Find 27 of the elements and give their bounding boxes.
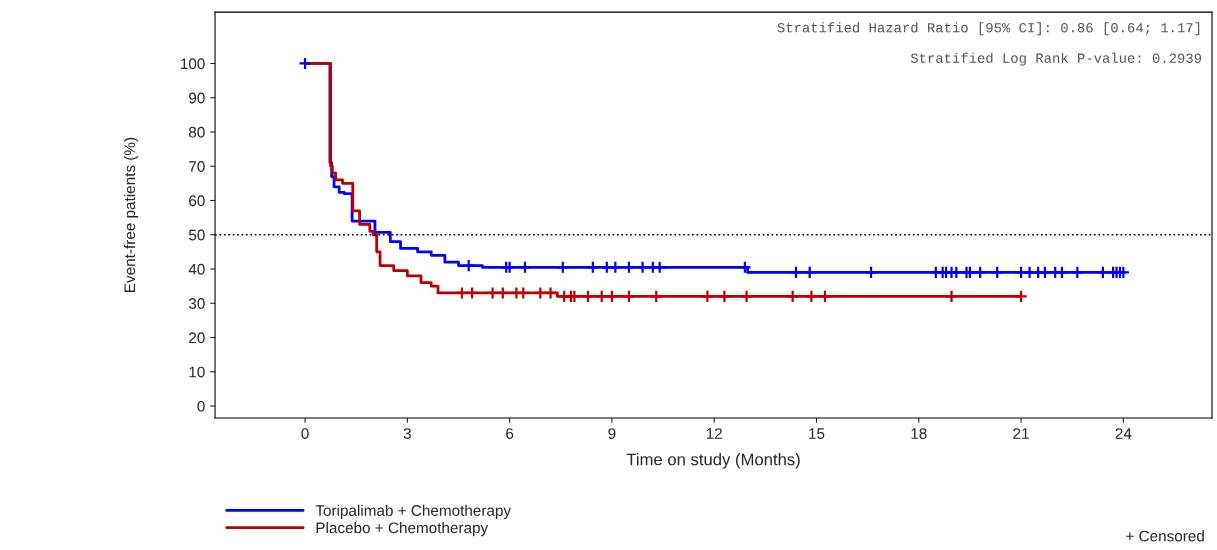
y-tick-label: 70 (189, 161, 205, 172)
x-tick-label: 12 (706, 428, 722, 439)
y-axis-title: Event-free patients (%) (123, 137, 139, 292)
y-tick-label: 50 (188, 229, 205, 241)
legend-label: Placebo + Chemotherapy (316, 522, 489, 537)
y-tick-label: 10 (189, 366, 205, 378)
y-tick-label: 60 (189, 195, 205, 207)
x-tick-label: 21 (1013, 428, 1029, 439)
annotation: Stratified Hazard Ratio [95% CI]: 0.86 [0.64; 1.17] (777, 22, 1200, 36)
y-tick-label: 20 (189, 332, 205, 344)
x-tick-label: 3 (403, 428, 411, 439)
y-tick-label: 90 (189, 92, 205, 104)
x-tick-label: 24 (1115, 428, 1132, 439)
text: + Censored (1126, 530, 1204, 542)
x-axis-title: Time on study (Months) (626, 453, 800, 469)
y-tick-label: 80 (188, 126, 205, 138)
annotation: Stratified Log Rank P-value: 0.2939 (910, 52, 1202, 66)
x-tick-label: 9 (608, 428, 616, 439)
y-tick-label: 0 (197, 400, 205, 412)
y-tick-label: 100 (181, 58, 205, 70)
y-tick-label: 30 (188, 298, 205, 309)
y-tick-label: 40 (188, 263, 205, 275)
x-tick-label: 18 (911, 428, 927, 439)
x-tick-label: 6 (506, 428, 514, 439)
x-tick-label: 15 (809, 428, 825, 439)
x-tick-label: 0 (301, 428, 309, 439)
legend-label: Toripalimab + Chemotherapy (315, 504, 512, 519)
